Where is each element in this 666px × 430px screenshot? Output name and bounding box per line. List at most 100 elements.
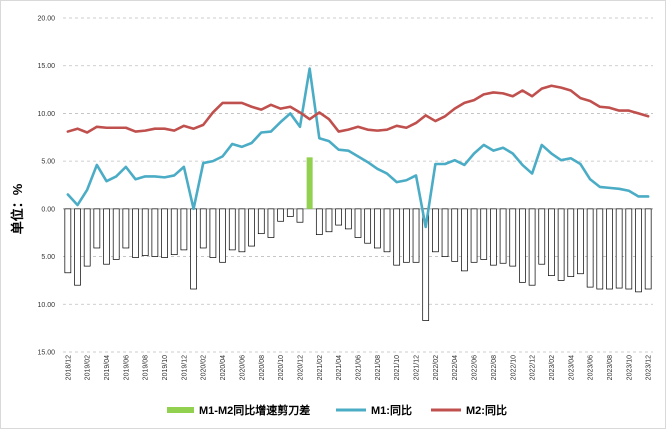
legend-swatch xyxy=(336,408,366,412)
line-layer xyxy=(66,67,650,229)
bar-2022/04 xyxy=(451,208,459,262)
legend-item-m1: M1:同比 xyxy=(336,403,412,417)
legend: M1-M2同比增速剪刀差 M1:同比 M2:同比 xyxy=(167,403,507,417)
x-tick-label: 2022/04 xyxy=(452,355,459,380)
bar-2021/01 xyxy=(306,157,313,209)
bar-2023/09 xyxy=(615,208,623,289)
x-tick-label: 2023/06 xyxy=(588,355,595,380)
bar-2023/05 xyxy=(577,208,584,275)
bar-2019/02 xyxy=(83,208,91,267)
bar-2019/01 xyxy=(74,208,81,286)
legend-swatch xyxy=(167,407,194,413)
x-tick-label: 2019/12 xyxy=(181,355,188,380)
bar-2020/02 xyxy=(199,208,207,249)
bar-2021/11 xyxy=(403,208,410,263)
bar-2021/02 xyxy=(315,208,323,235)
legend-item-scissors: M1-M2同比增速剪刀差 xyxy=(167,403,310,417)
bar-2021/04 xyxy=(335,208,343,226)
bar-2022/03 xyxy=(441,208,449,257)
bar-2023/02 xyxy=(548,208,555,277)
m1-line xyxy=(66,67,650,229)
x-tick-label: 2022/06 xyxy=(472,355,479,380)
y-tick-label: 15.00 xyxy=(37,350,55,357)
bar-2023/06 xyxy=(586,208,594,288)
x-tick-label: 2021/06 xyxy=(356,355,363,380)
bar-2020/11 xyxy=(286,208,294,217)
bar-2019/09 xyxy=(151,208,159,257)
x-tick-label: 2021/04 xyxy=(336,355,343,380)
bar-2019/05 xyxy=(112,208,120,260)
bar-2022/02 xyxy=(432,208,439,253)
bar-2023/03 xyxy=(557,208,565,281)
x-tick-label: 2018/12 xyxy=(65,355,72,380)
bar-2022/08 xyxy=(490,208,497,266)
bar-2022/11 xyxy=(519,208,526,283)
bar-2019/08 xyxy=(141,208,149,256)
x-tick-label: 2022/12 xyxy=(530,355,537,380)
bar-2019/03 xyxy=(93,208,101,249)
legend-label: M1:同比 xyxy=(371,403,412,417)
x-tick-label: 2020/08 xyxy=(259,355,266,380)
bar-2023/07 xyxy=(596,208,604,290)
x-tick-label: 2020/06 xyxy=(239,355,246,380)
bar-2023/08 xyxy=(606,208,613,290)
x-tick-label: 2023/12 xyxy=(646,355,653,380)
bar-2022/05 xyxy=(461,208,468,272)
bar-2020/05 xyxy=(228,208,236,251)
y-tick-label: 5.00 xyxy=(41,159,55,166)
x-tick-label: 2021/08 xyxy=(375,355,382,380)
grid-layer xyxy=(63,17,653,353)
y-axis-label: 单位：% xyxy=(10,183,25,234)
x-tick-layer: 2018/12 2019/02 2019/04 2019/06 2019/08 2019/… xyxy=(65,355,652,380)
bar-2021/10 xyxy=(393,208,401,266)
x-tick-label: 2019/08 xyxy=(143,355,150,380)
bar-2023/11 xyxy=(635,208,642,293)
bar-2021/08 xyxy=(373,208,381,249)
x-tick-label: 2022/10 xyxy=(510,355,517,380)
bar-2019/12 xyxy=(180,208,188,251)
bar-2022/06 xyxy=(470,208,478,263)
legend-item-m2: M2:同比 xyxy=(431,403,507,417)
bar-2019/07 xyxy=(132,208,139,258)
y-tick-label: 5.00 xyxy=(41,254,55,261)
bar-2019/10 xyxy=(161,208,168,258)
bar-2020/08 xyxy=(257,208,265,235)
bar-2022/12 xyxy=(528,208,536,286)
bar-2020/09 xyxy=(267,208,275,238)
bar-2022/07 xyxy=(480,208,488,260)
y-tick-label: 10.00 xyxy=(37,302,55,309)
x-tick-label: 2021/02 xyxy=(317,355,324,380)
y-tick-label: 0.00 xyxy=(41,206,55,213)
x-tick-label: 2021/12 xyxy=(414,355,421,380)
bar-2018/12 xyxy=(64,208,72,274)
bar-2023/04 xyxy=(567,208,575,277)
bar-2021/06 xyxy=(354,208,362,238)
bar-2021/03 xyxy=(325,208,333,233)
x-tick-label: 2023/10 xyxy=(626,355,633,380)
bar-2022/01 xyxy=(422,208,430,321)
y-tick-label: 10.00 xyxy=(37,111,55,118)
x-tick-label: 2022/02 xyxy=(433,355,440,380)
bar-2020/01 xyxy=(190,208,197,290)
bar-2019/11 xyxy=(170,208,178,256)
m2-line xyxy=(66,84,650,134)
x-tick-label: 2019/02 xyxy=(85,355,92,380)
x-tick-label: 2023/08 xyxy=(607,355,614,380)
y-tick-label: 15.00 xyxy=(37,63,55,70)
bar-2019/06 xyxy=(122,208,130,249)
y-tick-layer: 20.00 15.00 10.00 5.00 0.00 5.00 10.00 15.00 xyxy=(37,16,55,357)
x-tick-label: 2019/06 xyxy=(123,355,130,380)
bar-2020/03 xyxy=(209,208,217,258)
bar-2020/10 xyxy=(277,208,284,222)
x-tick-label: 2022/08 xyxy=(491,355,498,380)
bar-2021/05 xyxy=(344,208,352,230)
bar-2023/12 xyxy=(644,208,652,290)
x-tick-label: 2020/04 xyxy=(220,355,227,380)
bar-2019/04 xyxy=(103,208,110,265)
bar-layer xyxy=(64,157,652,321)
bar-2021/12 xyxy=(412,208,420,263)
x-tick-label: 2023/02 xyxy=(549,355,556,380)
bar-2020/07 xyxy=(248,208,255,247)
x-tick-label: 2019/10 xyxy=(162,355,169,380)
legend-label: M1-M2同比增速剪刀差 xyxy=(199,403,310,417)
